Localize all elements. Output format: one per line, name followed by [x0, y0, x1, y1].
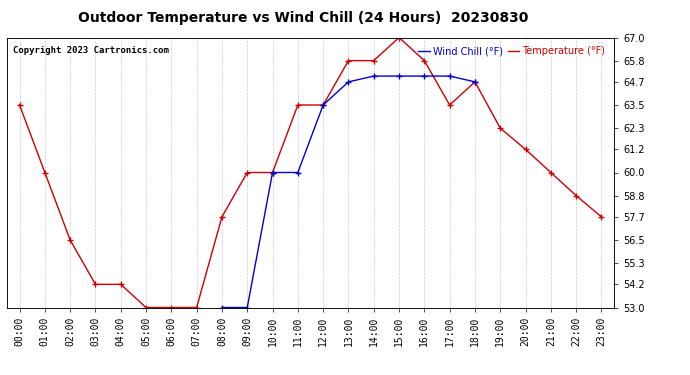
Text: Copyright 2023 Cartronics.com: Copyright 2023 Cartronics.com — [13, 46, 169, 55]
Legend: Wind Chill (°F), Temperature (°F): Wind Chill (°F), Temperature (°F) — [415, 42, 609, 60]
Text: Outdoor Temperature vs Wind Chill (24 Hours)  20230830: Outdoor Temperature vs Wind Chill (24 Ho… — [79, 11, 529, 25]
